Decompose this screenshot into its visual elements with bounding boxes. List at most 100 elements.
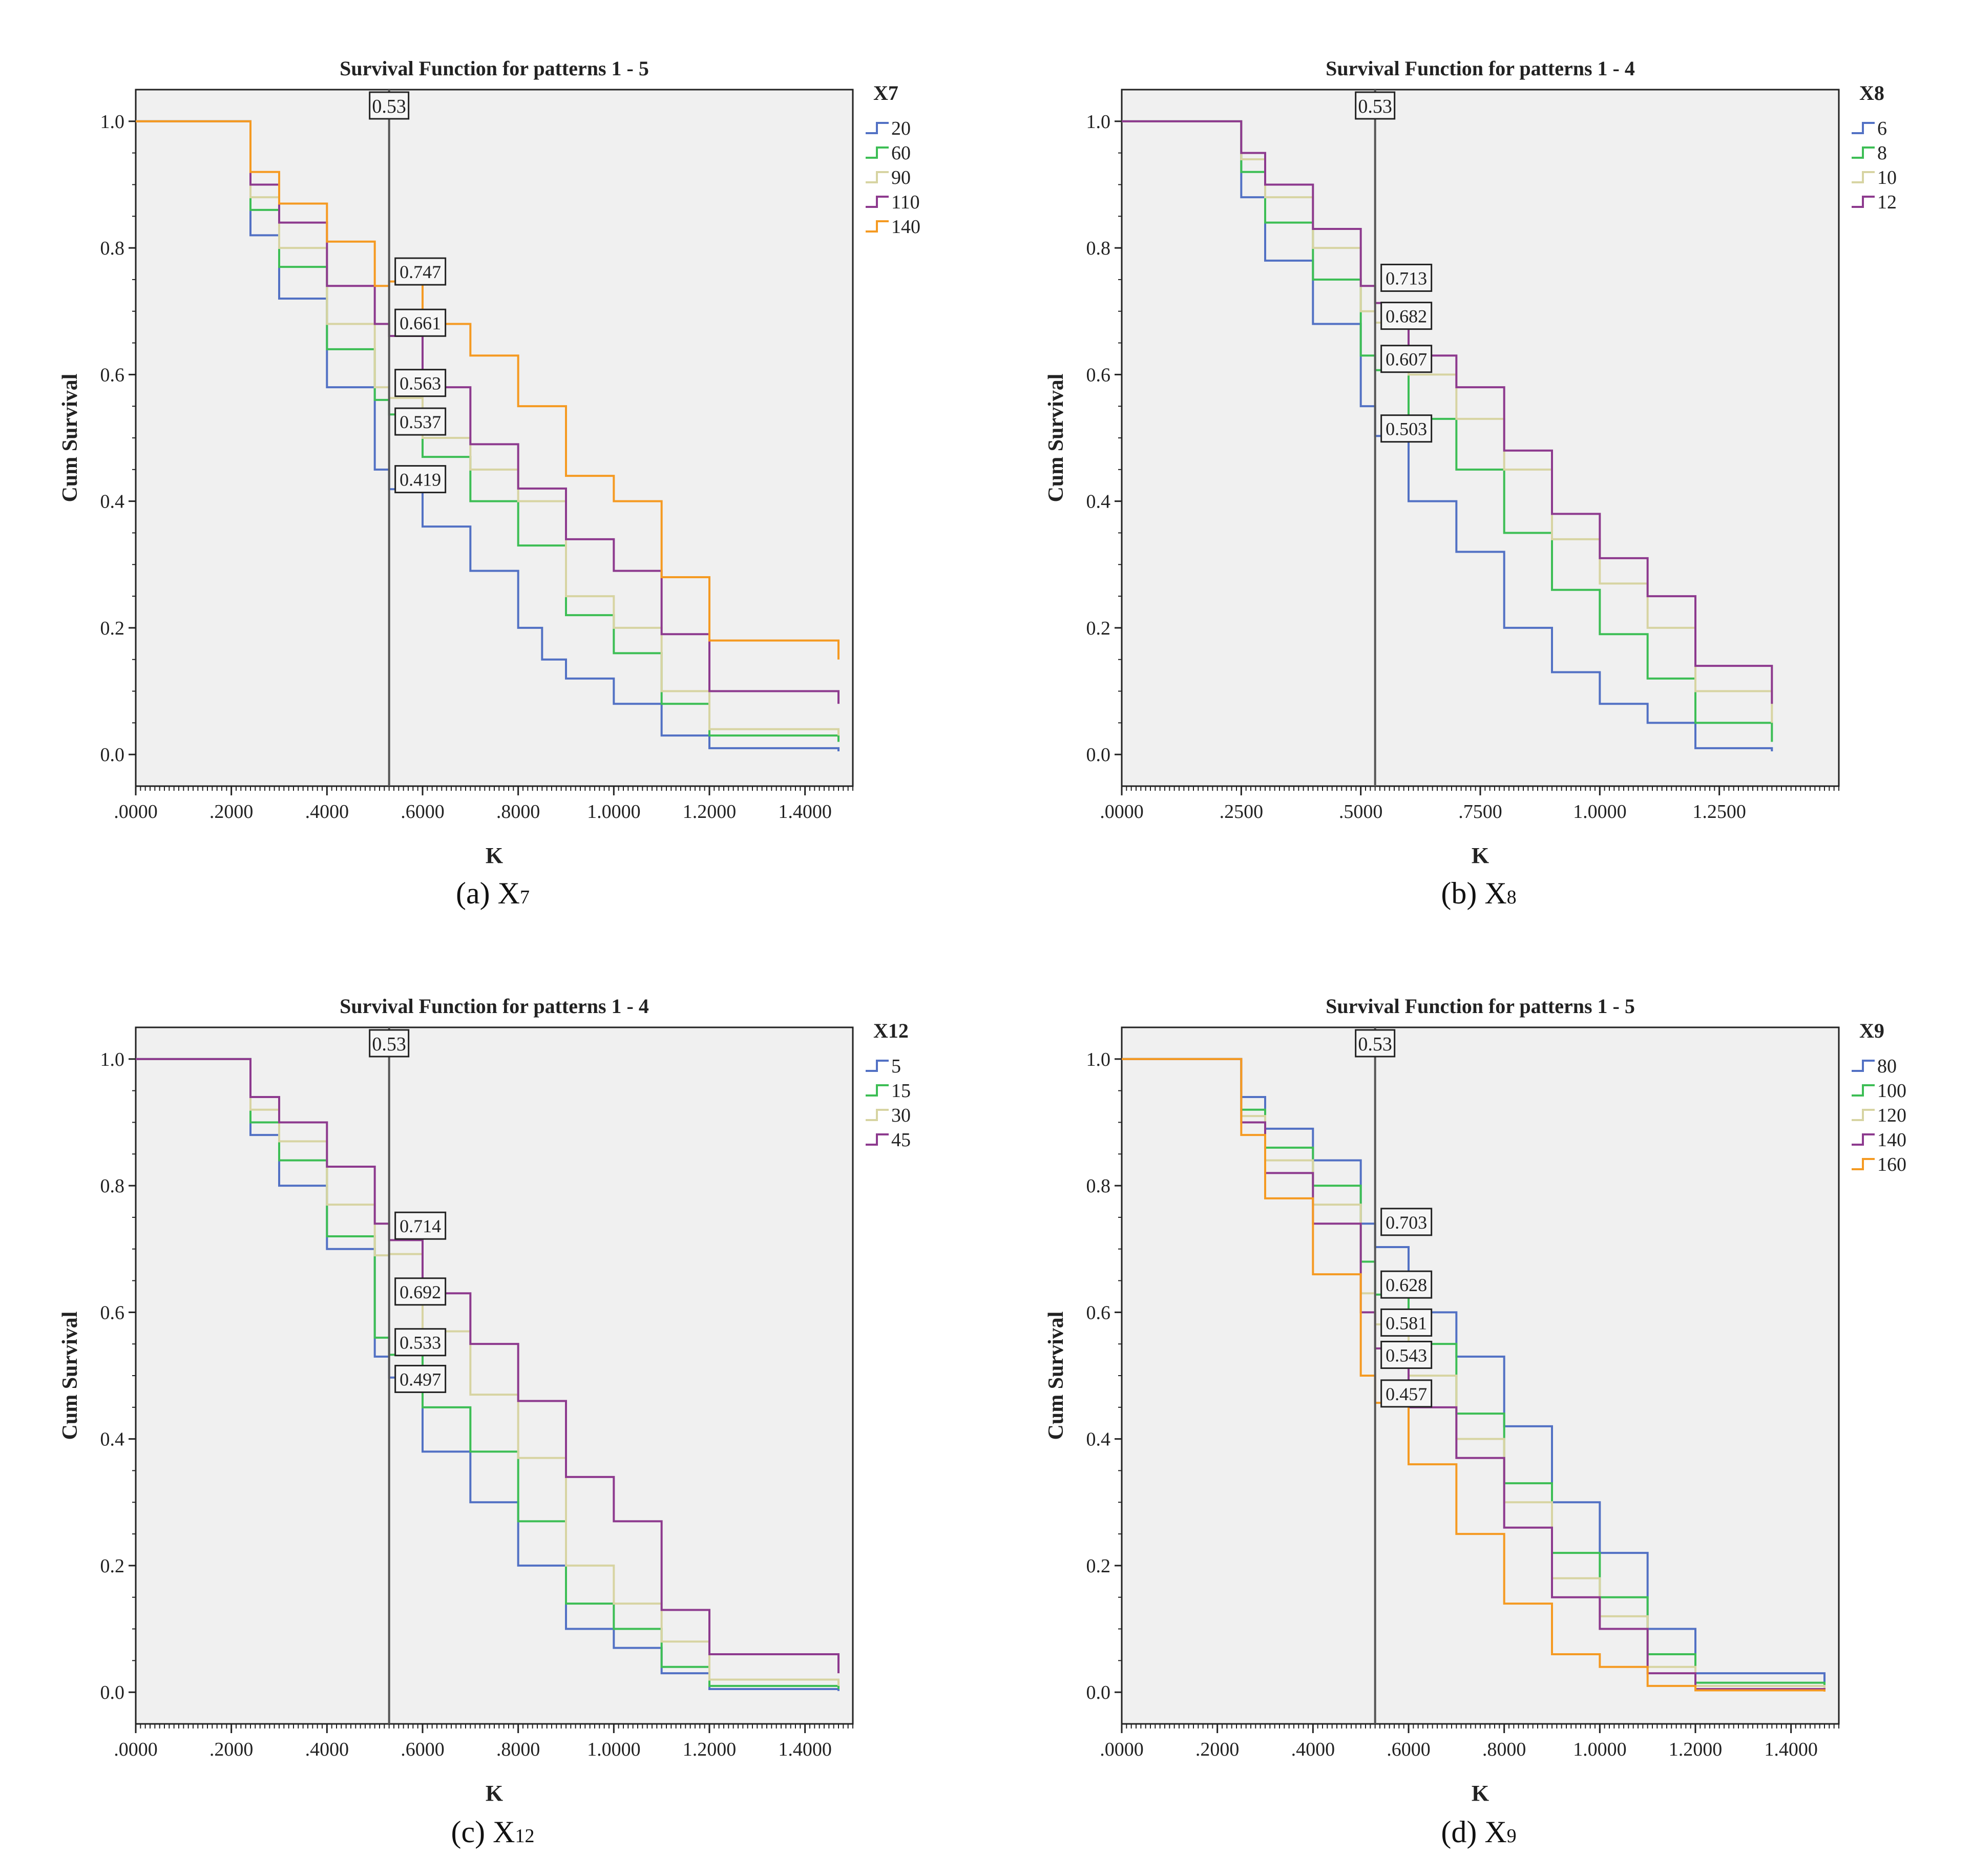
legend-entry: 6 <box>1877 118 1887 139</box>
series-line-12 <box>1122 120 1773 704</box>
y-axis-label: Cum Survival <box>58 1312 82 1440</box>
value-label-box <box>394 257 447 286</box>
x-tick-label: .6000 <box>1387 1739 1431 1760</box>
legend-swatch <box>1852 146 1875 159</box>
value-label-box <box>1380 263 1433 292</box>
value-label-box <box>394 1277 447 1306</box>
x-tick-label: .2500 <box>1220 801 1264 823</box>
legend-swatch <box>1852 1133 1875 1146</box>
legend-swatch <box>866 122 889 134</box>
x-tick-label: .8000 <box>496 1739 540 1760</box>
legend-title: X9 <box>1859 1019 1884 1042</box>
chart-panel-b: Survival Function for patterns 1 - 4 0.0 0… <box>986 0 1972 938</box>
reference-label-box <box>1355 91 1396 120</box>
y-tick-label: 1.0 <box>1086 1049 1111 1070</box>
x-tick-label: .2000 <box>1195 1739 1240 1760</box>
x-tick-label: .8000 <box>1482 1739 1526 1760</box>
plot-area <box>1121 89 1840 787</box>
value-label: 0.682 <box>1386 306 1427 327</box>
reference-label-box <box>369 1029 410 1058</box>
value-label: 0.419 <box>400 470 441 490</box>
value-label-box <box>394 407 447 436</box>
caption-b: (b) X8 <box>1441 876 1517 910</box>
value-label: 0.497 <box>400 1369 441 1389</box>
chart-title: Survival Function for patterns 1 - 4 <box>340 995 649 1018</box>
x-axis-label: K <box>1472 1781 1489 1806</box>
value-label: 0.607 <box>1386 349 1427 370</box>
reference-label: 0.53 <box>1358 1034 1392 1055</box>
value-label-box <box>394 465 447 494</box>
legend-entry: 100 <box>1877 1080 1906 1102</box>
legend-entry: 45 <box>891 1129 911 1151</box>
legend-entry: 5 <box>891 1056 901 1077</box>
legend-swatch <box>1852 1084 1875 1097</box>
x-tick-label: 1.4000 <box>1764 1739 1818 1760</box>
x-tick-label: .2000 <box>209 1739 254 1760</box>
legend-entry: 10 <box>1877 167 1897 188</box>
y-tick-label: 0.2 <box>100 1555 125 1577</box>
y-tick-label: 0.4 <box>100 491 125 513</box>
y-tick-label: 1.0 <box>1086 111 1111 133</box>
value-label-box <box>394 1364 447 1393</box>
x-tick-label: 1.4000 <box>778 801 832 823</box>
x-tick-label: .8000 <box>496 801 540 823</box>
chart-panel-a: Survival Function for patterns 1 - 5 0.0 0… <box>0 0 986 938</box>
value-label: 0.747 <box>400 262 441 282</box>
y-tick-label: 0.4 <box>1086 491 1111 513</box>
value-label-box <box>1380 1340 1433 1369</box>
series-line-160 <box>1122 1058 1826 1692</box>
x-tick-label: .6000 <box>401 801 445 823</box>
y-tick-label: 0.6 <box>1086 364 1111 386</box>
y-axis-label: Cum Survival <box>1044 374 1068 502</box>
x-tick-label: .6000 <box>401 1739 445 1760</box>
legend-swatch <box>1852 1060 1875 1072</box>
legend-swatch <box>1852 171 1875 183</box>
x-tick-label: 1.2500 <box>1692 801 1746 823</box>
value-label-box <box>394 1328 447 1357</box>
reference-label-box <box>369 91 410 120</box>
chart-title: Survival Function for patterns 1 - 4 <box>1326 57 1635 80</box>
y-tick-label: 0.0 <box>1086 744 1111 766</box>
legend-entry: 110 <box>891 192 920 213</box>
reference-label: 0.53 <box>372 96 406 117</box>
x-tick-label: 1.0000 <box>1573 1739 1627 1760</box>
x-tick-label: 1.2000 <box>683 801 737 823</box>
x-tick-label: .7500 <box>1458 801 1502 823</box>
value-label-box <box>394 369 447 397</box>
value-label: 0.563 <box>400 373 441 394</box>
value-label: 0.503 <box>1386 419 1427 439</box>
legend-entry: 160 <box>1877 1154 1906 1175</box>
value-label-box <box>1380 302 1433 330</box>
y-tick-label: 0.6 <box>100 1302 125 1323</box>
value-label: 0.543 <box>1386 1345 1427 1365</box>
plot-area <box>1121 1026 1840 1725</box>
survival-chart-a: Survival Function for patterns 1 - 5 0.0 0… <box>58 57 920 868</box>
value-label: 0.661 <box>400 313 441 333</box>
legend-entry: 80 <box>1877 1056 1897 1077</box>
legend-swatch <box>866 146 889 159</box>
series-line-6 <box>1122 120 1773 751</box>
y-tick-label: 0.6 <box>100 364 125 386</box>
legend-swatch <box>866 196 889 208</box>
x-tick-label: 1.0000 <box>1573 801 1627 823</box>
plot-area <box>135 1026 854 1725</box>
legend-swatch <box>1852 196 1875 208</box>
caption-d: (d) X9 <box>1441 1815 1517 1849</box>
x-tick-label: 1.0000 <box>587 801 641 823</box>
series-line-140 <box>136 120 840 660</box>
legend-entry: 120 <box>1877 1105 1906 1126</box>
chart-title: Survival Function for patterns 1 - 5 <box>1326 995 1635 1018</box>
legend-entry: 20 <box>891 118 911 139</box>
caption-a: (a) X7 <box>456 876 530 910</box>
legend-entry: 15 <box>891 1080 911 1102</box>
value-label: 0.628 <box>1386 1275 1427 1295</box>
reference-label: 0.53 <box>1358 96 1392 117</box>
survival-chart-d: Survival Function for patterns 1 - 5 0.0 0… <box>1044 995 1906 1806</box>
legend-swatch <box>1852 122 1875 134</box>
legend-entry: 140 <box>1877 1129 1906 1151</box>
y-tick-label: 0.0 <box>100 1682 125 1703</box>
y-tick-label: 0.4 <box>100 1429 125 1450</box>
x-axis-label: K <box>486 1781 503 1806</box>
x-tick-label: .2000 <box>209 801 254 823</box>
value-label: 0.714 <box>400 1216 441 1236</box>
